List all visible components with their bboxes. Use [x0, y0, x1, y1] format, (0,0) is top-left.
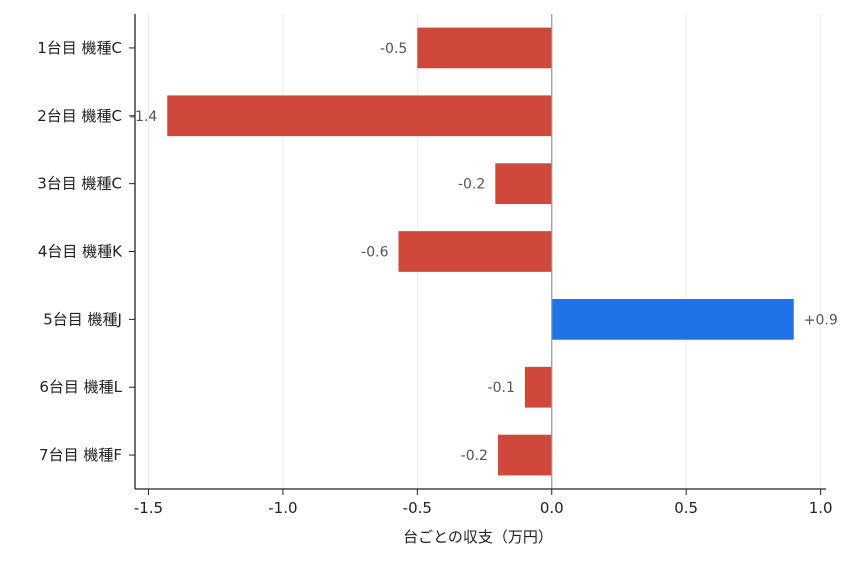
- x-axis-title: 台ごとの収支（万円）: [403, 528, 553, 546]
- data-label: -0.5: [380, 41, 407, 57]
- category-label: 1台目 機種C: [37, 39, 122, 57]
- x-tick-label: -0.5: [403, 499, 432, 517]
- bar: [398, 231, 552, 272]
- data-label: -0.6: [361, 245, 388, 261]
- category-label: 5台目 機種J: [43, 310, 122, 328]
- axes: 1台目 機種C 2台目 機種C 3台目 機種C 4台目 機種K 5台目 機種J 6台目 機…: [37, 14, 833, 517]
- data-label: -0.2: [458, 177, 485, 193]
- category-label: 2台目 機種C: [37, 107, 122, 125]
- category-label: 3台目 機種C: [37, 175, 122, 193]
- bar: [551, 299, 794, 340]
- category-label: 6台目 機種L: [39, 378, 122, 396]
- x-tick-label: 1.0: [809, 499, 833, 517]
- bar: [167, 95, 552, 137]
- bar: [497, 434, 552, 476]
- bar: [495, 163, 552, 204]
- bar: [417, 27, 552, 69]
- category-label: 4台目 機種K: [38, 243, 123, 261]
- data-label: -0.1: [488, 380, 515, 396]
- bars: [167, 27, 794, 476]
- data-label: -1.4: [130, 109, 157, 125]
- category-label: 7台目 機種F: [39, 446, 122, 464]
- x-tick-label: -1.5: [134, 499, 163, 517]
- data-label: +0.9: [804, 312, 838, 328]
- data-label: -0.2: [461, 448, 488, 464]
- x-tick-label: 0.5: [674, 499, 698, 517]
- x-tick-label: -1.0: [268, 499, 297, 517]
- x-tick-label: 0.0: [540, 499, 564, 517]
- data-labels: -0.5 -1.4 -0.2 -0.6 +0.9 -0.1 -0.2: [130, 41, 838, 464]
- bar: [524, 366, 552, 408]
